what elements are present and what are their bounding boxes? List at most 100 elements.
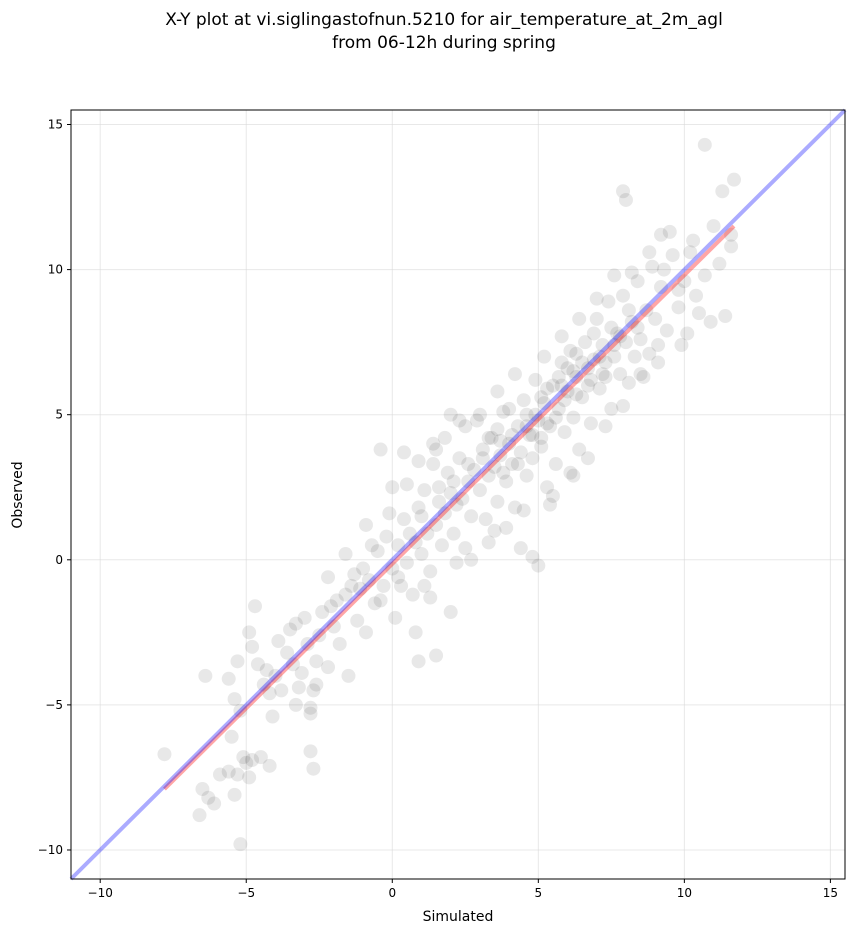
data-point [534,390,549,405]
y-tick-label: 0 [55,553,63,567]
data-point [598,355,613,370]
chart-title-line-2: from 06-12h during spring [332,33,556,53]
data-point [510,419,525,434]
data-point [651,355,666,370]
data-point [592,381,607,396]
data-point [557,425,572,440]
data-point [291,680,306,695]
data-point [613,329,628,344]
data-point [724,227,739,242]
data-point [356,561,371,576]
x-tick-label: 10 [677,886,692,900]
data-point [510,457,525,472]
data-point [683,245,698,260]
data-point [703,314,718,329]
data-point [426,436,441,451]
data-point [566,364,581,379]
data-point [429,442,444,457]
data-point [449,555,464,570]
data-point [432,480,447,495]
data-point [227,787,242,802]
data-point [458,541,473,556]
x-ticks: −10 −5 0 5 10 15 [88,879,838,900]
data-point [490,422,505,437]
data-point [239,755,254,770]
data-point [633,367,648,382]
data-point [443,486,458,501]
data-point [303,700,318,715]
data-point [347,567,362,582]
data-point [341,668,356,683]
data-point [391,538,406,553]
data-point [697,137,712,152]
data-point [373,593,388,608]
data-point [677,274,692,289]
grid-lines [71,110,845,879]
data-point [607,349,622,364]
data-point [598,419,613,434]
data-point [201,790,216,805]
data-point [472,483,487,498]
data-point [487,459,502,474]
data-point [192,808,207,823]
data-point [475,451,490,466]
data-point [429,648,444,663]
data-point [624,314,639,329]
data-point [245,639,260,654]
data-point [531,413,546,428]
data-point [262,686,277,701]
data-point [423,564,438,579]
data-point [379,529,394,544]
data-point [513,445,528,460]
data-point [525,428,540,443]
data-point [659,323,674,338]
data-point [268,668,283,683]
data-point [329,593,344,608]
data-point [297,610,312,625]
data-point [525,451,540,466]
data-point [575,355,590,370]
data-point [402,526,417,541]
data-point [601,294,616,309]
data-point [338,587,353,602]
data-point [432,494,447,509]
data-point [691,306,706,321]
data-point [434,538,449,553]
data-point [627,349,642,364]
data-point [499,520,514,535]
data-point [417,483,432,498]
data-point [569,346,584,361]
data-point [321,570,336,585]
data-point [221,671,236,686]
data-point [230,654,245,669]
data-point [715,184,730,199]
data-point [633,332,648,347]
data-point [519,419,534,434]
data-point [589,311,604,326]
data-point [543,419,558,434]
data-point [724,239,739,254]
data-point [665,248,680,263]
x-tick-label: −10 [88,886,113,900]
data-point [583,372,598,387]
data-point [399,477,414,492]
data-point [697,268,712,283]
data-point [551,401,566,416]
data-point [653,280,668,295]
data-point [580,451,595,466]
data-point [385,480,400,495]
data-point [589,291,604,306]
x-axis-label: Simulated [423,909,494,925]
data-point [662,224,677,239]
data-point [440,465,455,480]
data-point [642,245,657,260]
data-point [443,605,458,620]
data-point [408,535,423,550]
data-point [262,758,277,773]
data-point [321,660,336,675]
data-point [545,488,560,503]
data-point [405,587,420,602]
data-point [207,796,222,811]
data-point [472,407,487,422]
data-point [198,668,213,683]
